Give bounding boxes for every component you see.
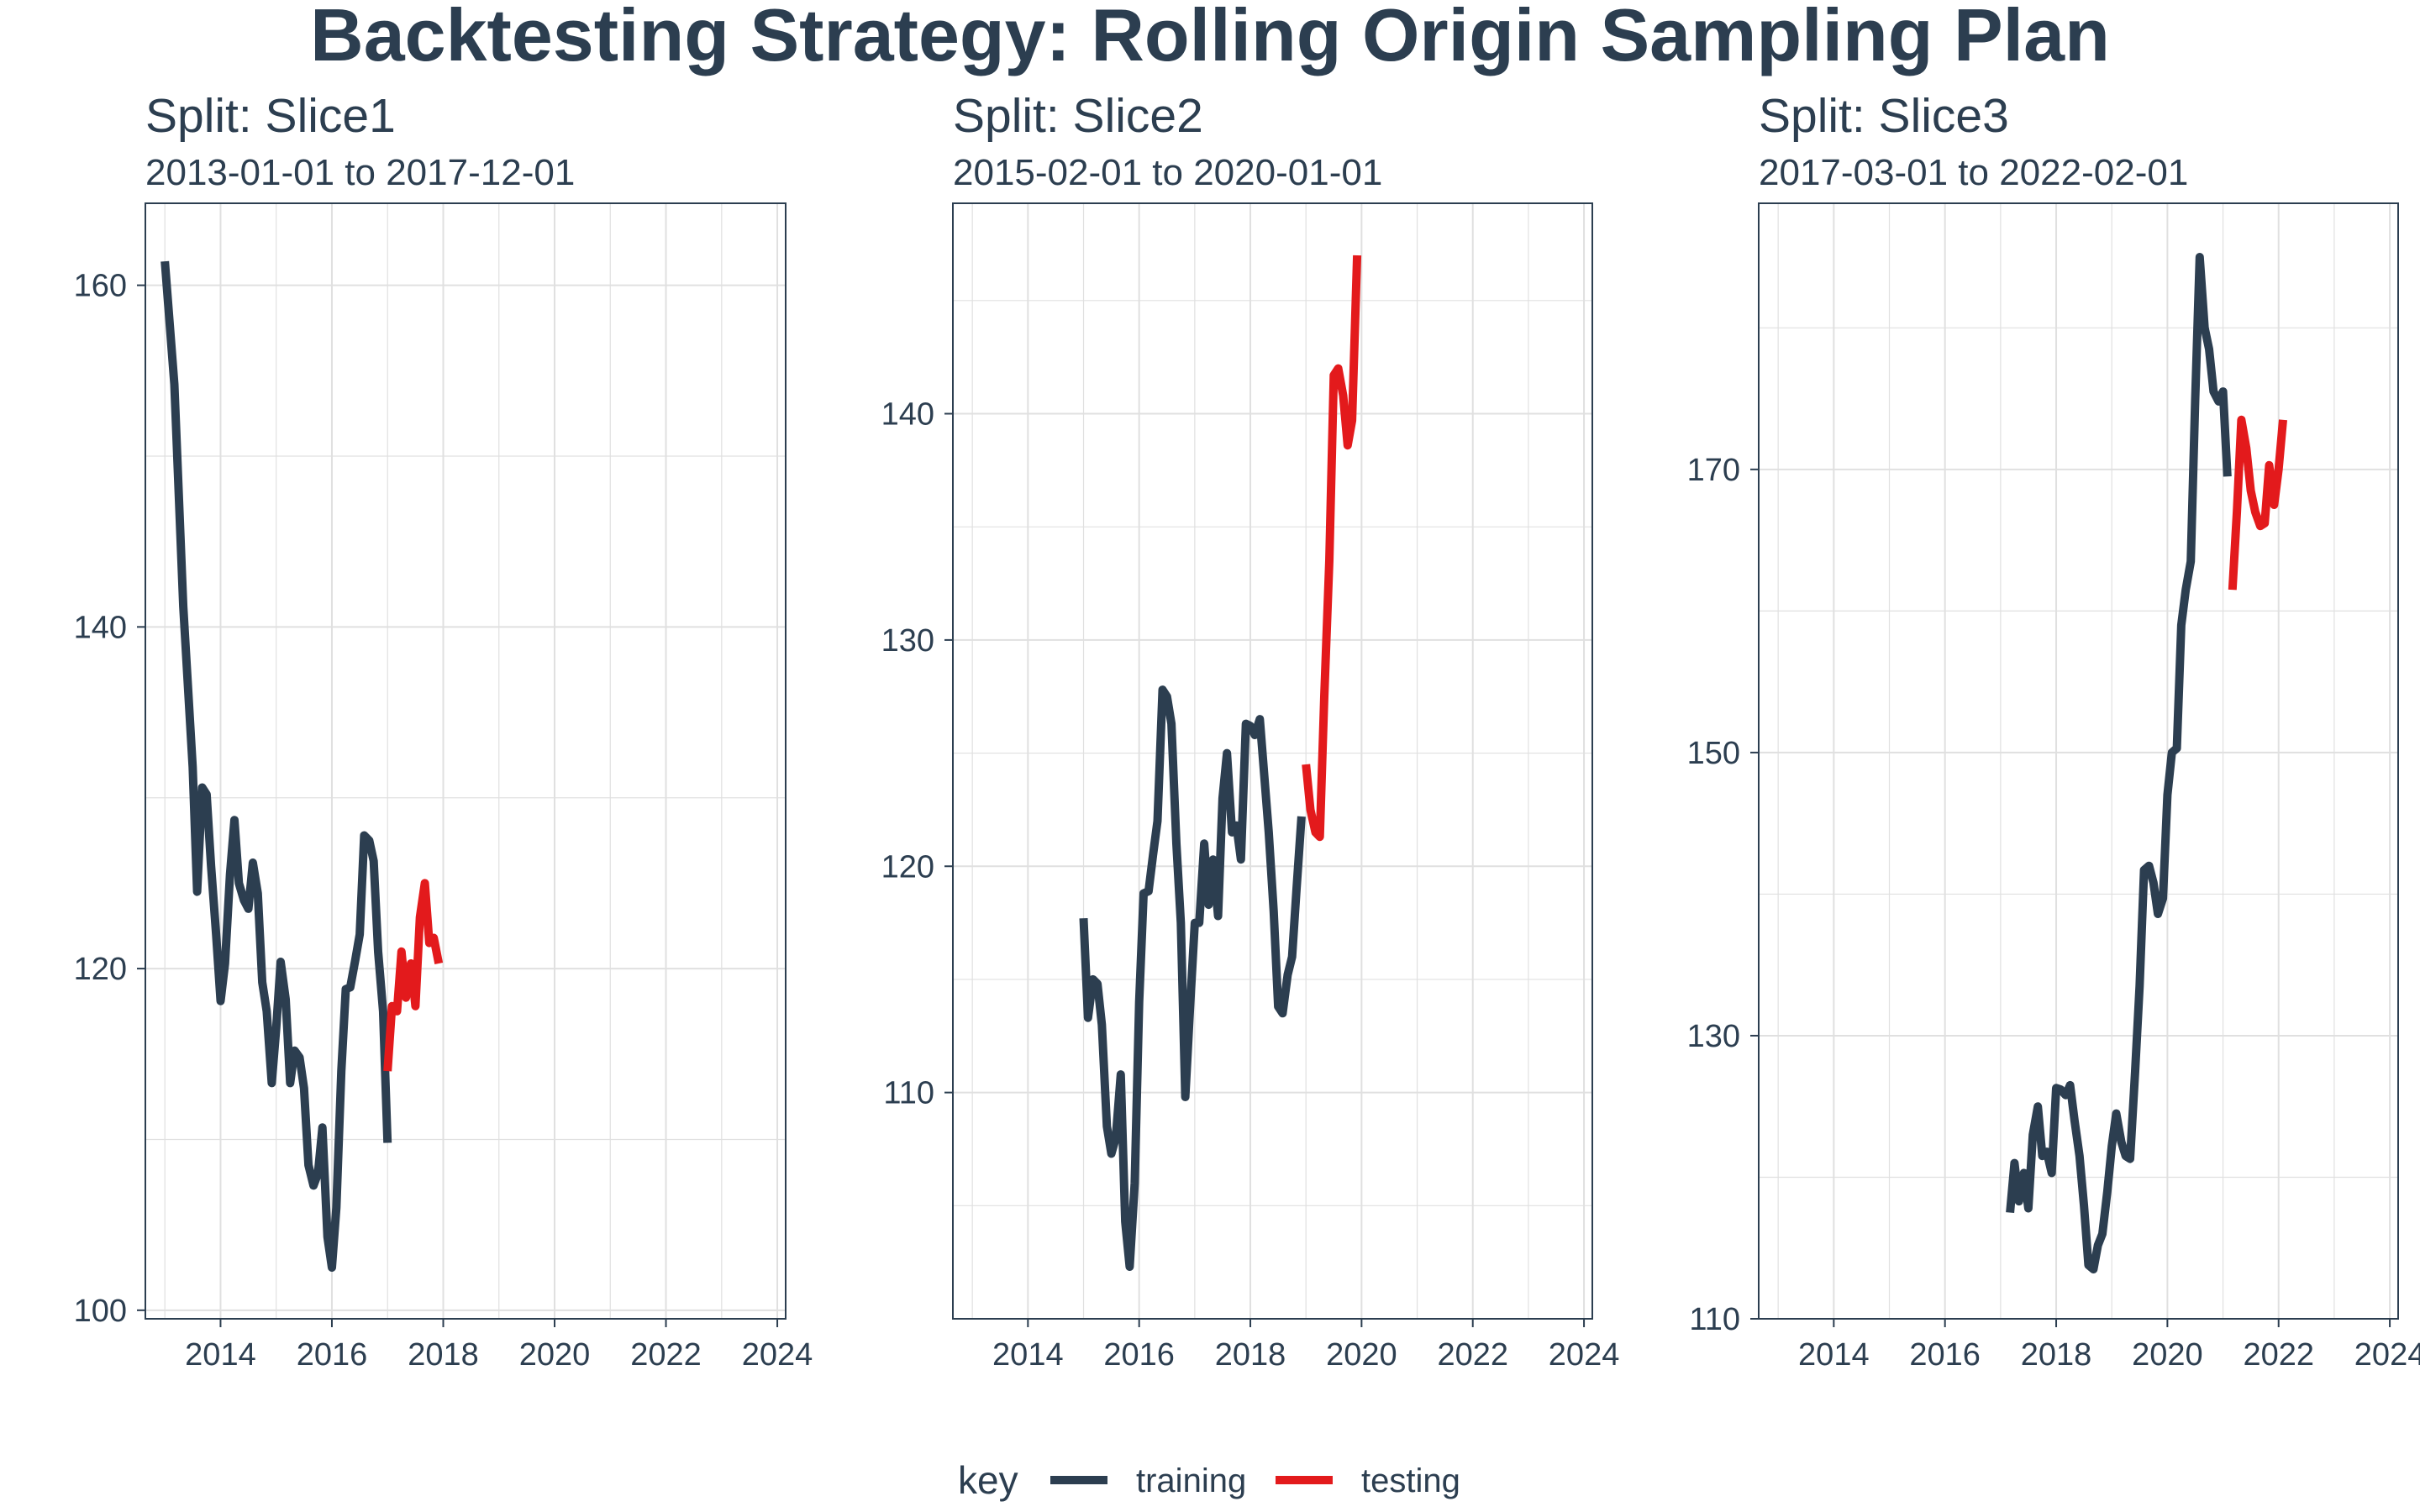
y-tick-label: 150	[1687, 736, 1740, 771]
x-tick-label: 2016	[1103, 1337, 1175, 1373]
panel-subtitle: 2017-03-01 to 2022-02-01	[1759, 152, 2188, 193]
testing-series-line	[1302, 255, 1362, 842]
y-tick-label: 130	[881, 623, 934, 659]
y-tick-label: 140	[74, 610, 127, 645]
panel-border	[145, 202, 786, 1320]
x-tick-label: 2014	[185, 1337, 256, 1373]
testing-series-line	[2228, 415, 2287, 591]
y-tick-label: 110	[883, 1076, 934, 1111]
y-tick-label: 120	[74, 952, 127, 987]
panel-title: Split: Slice3	[1759, 89, 2009, 143]
panel-1: Split: Slice1 2013-01-01 to 2017-12-01 201…	[74, 89, 813, 1373]
grid	[145, 203, 786, 1319]
y-tick-label: 100	[74, 1294, 127, 1329]
x-tick-label: 2022	[1437, 1337, 1508, 1373]
x-tick-label: 2020	[1326, 1337, 1397, 1373]
panel-subtitle: 2015-02-01 to 2020-01-01	[953, 152, 1382, 193]
panel-title: Split: Slice1	[145, 89, 396, 143]
panel-border	[1758, 202, 2399, 1320]
x-tick-label: 2020	[2132, 1337, 2203, 1373]
x-tick-label: 2016	[1909, 1337, 1981, 1373]
x-tick-label: 2018	[2021, 1337, 2092, 1373]
y-tick-label: 140	[881, 397, 934, 433]
training-series-line	[2006, 253, 2232, 1273]
x-tick-label: 2014	[992, 1337, 1064, 1373]
training-series-line	[160, 260, 392, 1272]
grid	[953, 203, 1592, 1319]
panel-title: Split: Slice2	[953, 89, 1203, 143]
x-tick-label: 2024	[1549, 1337, 1620, 1373]
panels: Split: Slice1 2013-01-01 to 2017-12-01 201…	[74, 89, 2420, 1373]
legend-title: key	[958, 1458, 1018, 1502]
panel-subtitle: 2013-01-01 to 2017-12-01	[145, 152, 575, 193]
y-tick-label: 110	[1689, 1302, 1740, 1337]
legend: key training testing	[958, 1458, 1460, 1502]
panel-border	[952, 202, 1593, 1320]
legend-label-testing: testing	[1361, 1462, 1460, 1499]
x-tick-label: 2014	[1798, 1337, 1870, 1373]
y-tick-label: 120	[881, 849, 934, 885]
x-tick-label: 2018	[1215, 1337, 1286, 1373]
y-tick-label: 130	[1687, 1019, 1740, 1054]
panel-3: Split: Slice3 2017-03-01 to 2022-02-01 201…	[1687, 89, 2420, 1373]
y-tick-label: 160	[74, 269, 127, 304]
chart-title: Backtesting Strategy: Rolling Origin Sam…	[310, 0, 2110, 76]
x-tick-label: 2018	[408, 1337, 479, 1373]
x-tick-label: 2022	[2243, 1337, 2314, 1373]
x-tick-label: 2022	[630, 1337, 702, 1373]
x-tick-label: 2020	[519, 1337, 591, 1373]
legend-label-training: training	[1136, 1462, 1246, 1499]
panel-2: Split: Slice2 2015-02-01 to 2020-01-01 201…	[881, 89, 1620, 1373]
testing-series-line	[383, 879, 444, 1072]
y-tick-label: 170	[1687, 453, 1740, 488]
x-tick-label: 2024	[742, 1337, 813, 1373]
x-tick-label: 2016	[297, 1337, 368, 1373]
training-series-line	[1079, 685, 1306, 1271]
x-tick-label: 2024	[2354, 1337, 2420, 1373]
